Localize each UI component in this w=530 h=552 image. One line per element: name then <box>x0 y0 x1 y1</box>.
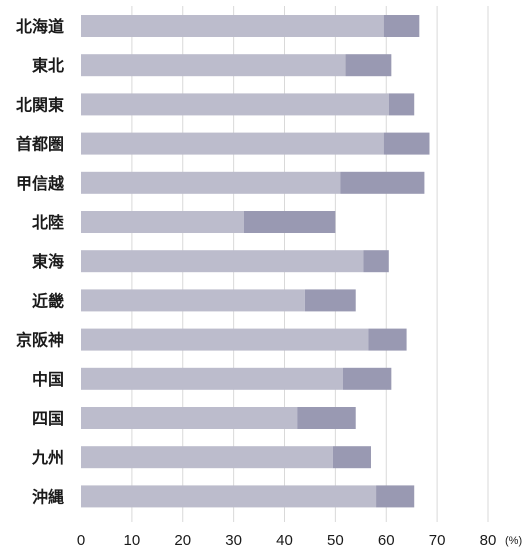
category-label: 東北 <box>32 56 64 75</box>
x-tick-label: 20 <box>174 532 191 549</box>
bar-segment-1 <box>81 93 389 116</box>
category-label: 沖縄 <box>32 487 64 506</box>
bar-segment-2 <box>343 367 392 390</box>
x-tick-label: 40 <box>276 532 293 549</box>
x-axis-tick-labels: 0 10 20 30 40 50 60 70 80 <box>77 532 497 549</box>
bar-segment-1 <box>81 367 344 390</box>
x-tick-label: 50 <box>327 532 344 549</box>
category-label: 北関東 <box>16 95 64 114</box>
x-axis-unit-label: (%) <box>505 535 522 547</box>
bar-segment-2 <box>368 328 407 351</box>
x-tick-label: 80 <box>480 532 497 549</box>
bar-segment-2 <box>363 250 389 273</box>
category-label: 九州 <box>31 448 64 467</box>
category-label: 北海道 <box>16 17 64 36</box>
bar-segment-1 <box>81 211 244 233</box>
category-label: 北陸 <box>32 213 64 232</box>
bar-segment-2 <box>383 15 420 37</box>
bar-segment-2 <box>345 54 392 77</box>
category-label: 東海 <box>32 252 64 271</box>
bar-segment-1 <box>81 328 369 351</box>
bar-segment-1 <box>81 15 384 37</box>
x-tick-label: 0 <box>77 532 85 549</box>
bar-segment-1 <box>81 54 346 77</box>
bar-segment-2 <box>332 446 371 469</box>
bar-segment-2 <box>340 171 425 194</box>
bar-segment-1 <box>81 446 333 469</box>
bar-segment-1 <box>81 407 298 429</box>
bar-segment-2 <box>297 407 356 429</box>
bar-segment-2 <box>243 211 336 233</box>
category-label: 首都圏 <box>16 135 64 154</box>
bar-segment-1 <box>81 485 377 508</box>
x-tick-label: 10 <box>124 532 141 549</box>
bar-segment-1 <box>81 171 341 194</box>
bar-segment-2 <box>376 485 415 508</box>
bar-segment-1 <box>81 132 384 155</box>
category-label: 中国 <box>32 370 64 389</box>
bar-segment-2 <box>388 93 415 116</box>
category-label: 甲信越 <box>16 174 65 193</box>
bars <box>81 15 430 508</box>
bar-segment-2 <box>383 132 430 155</box>
category-label: 四国 <box>32 409 64 428</box>
x-tick-label: 70 <box>429 532 446 549</box>
category-label: 近畿 <box>32 291 64 310</box>
category-label: 京阪神 <box>16 331 64 350</box>
x-tick-label: 60 <box>378 532 395 549</box>
x-tick-label: 30 <box>225 532 242 549</box>
bar-segment-2 <box>304 289 356 312</box>
bar-segment-1 <box>81 250 364 273</box>
bar-segment-1 <box>81 289 305 312</box>
